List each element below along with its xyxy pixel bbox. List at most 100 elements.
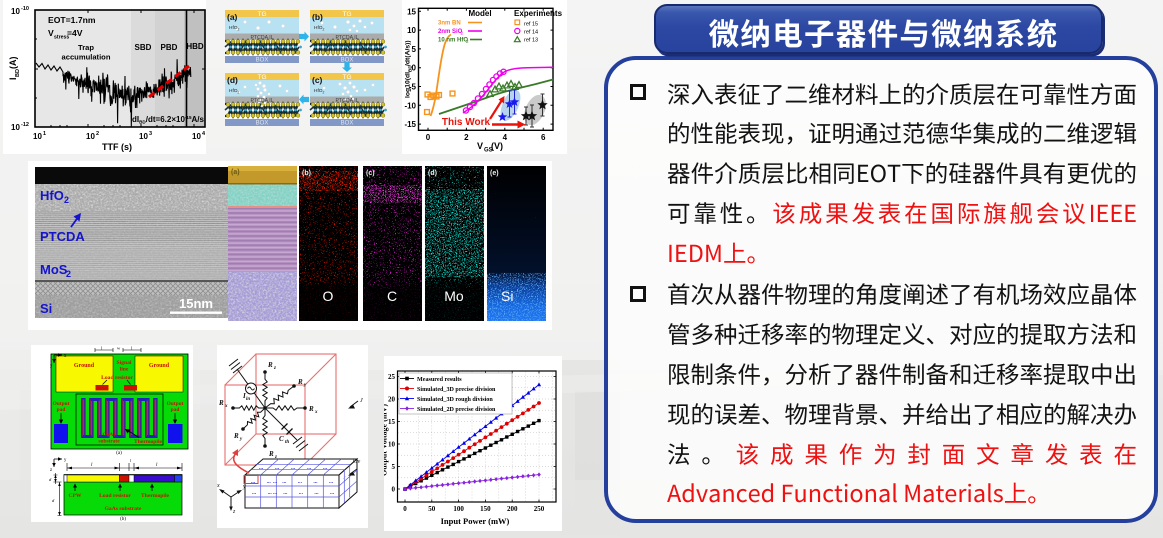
svg-text:(a): (a) [231,169,240,176]
svg-text:(b): (b) [302,170,311,177]
svg-text:stress: stress [54,35,69,41]
svg-text:TTF (s): TTF (s) [102,142,132,152]
svg-text:Output Voltage (mV): Output Voltage (mV) [384,404,389,476]
svg-text:...: ... [267,478,272,485]
svg-text:Thermopile: Thermopile [141,493,169,499]
svg-text:z: z [273,366,276,371]
svg-text:accumulation: accumulation [62,53,111,62]
svg-text:th: th [285,440,289,445]
svg-text:...: ... [313,478,318,485]
svg-text:PBD: PBD [161,43,178,52]
svg-text:R: R [218,399,224,407]
svg-text:Output: Output [53,401,70,407]
svg-text:...: ... [323,464,328,471]
svg-text:10: 10 [192,132,201,141]
svg-text:...: ... [298,478,303,485]
svg-text:pad: pad [57,407,66,413]
svg-text:3: 3 [149,131,152,137]
svg-text:(b): (b) [312,12,323,22]
svg-text:...: ... [299,489,304,496]
svg-text:C: C [387,288,397,304]
svg-text:2: 2 [461,31,464,36]
svg-text:V: V [477,141,483,151]
svg-text:...: ... [330,489,335,496]
svg-text:d: d [49,477,52,482]
svg-text:MoS: MoS [40,262,68,277]
svg-text:50: 50 [428,505,436,513]
svg-text:z: z [274,455,277,460]
svg-text:/dt(A/s)): /dt(A/s)) [405,40,412,66]
svg-text:Ground: Ground [149,363,170,369]
svg-text:2: 2 [66,269,71,279]
svg-text:Experiments: Experiments [514,9,563,18]
svg-text:20: 20 [388,396,396,404]
svg-text:Load resistor: Load resistor [101,375,133,381]
svg-text:Ov: Ov [353,459,360,465]
svg-text:...: ... [314,489,319,496]
svg-text:(c): (c) [366,170,375,177]
svg-text:BOX: BOX [256,58,269,64]
svg-text:25: 25 [388,373,396,381]
svg-text:10: 10 [407,26,416,35]
svg-text:z: z [50,468,52,473]
svg-text:-5: -5 [409,83,417,92]
svg-text:J: J [360,398,363,404]
svg-text:Si: Si [40,301,52,316]
svg-text:(b): (b) [120,517,126,522]
svg-text:I: I [8,77,18,80]
svg-text:(V): (V) [491,141,503,151]
svg-text:10: 10 [86,132,95,141]
svg-text:4: 4 [503,133,508,142]
svg-text:...: ... [273,489,278,496]
svg-text:C: C [279,435,284,443]
svg-text:5: 5 [392,463,396,471]
svg-text:Model: Model [468,9,491,18]
svg-text:HfO: HfO [314,88,323,94]
svg-text:y: y [50,364,53,369]
svg-text:x: x [64,354,67,359]
svg-text:Simulated_3D precise division: Simulated_3D precise division [417,387,496,393]
svg-text:Mo: Mo [444,288,464,304]
svg-text:l: l [101,346,103,351]
svg-text:10 nm HfO: 10 nm HfO [438,38,468,44]
svg-text:in: in [246,397,250,402]
svg-text:...: ... [251,478,256,485]
svg-text:GaAs: GaAs [103,432,116,438]
svg-text:GaAs substrate: GaAs substrate [105,506,142,512]
svg-text:l: l [131,346,133,351]
svg-text:Ground: Ground [74,363,95,369]
svg-text:TG: TG [342,74,351,81]
svg-text:-10: -10 [21,6,29,12]
svg-text:V: V [48,28,54,38]
svg-text:...: ... [275,464,280,471]
svg-text:TG: TG [257,11,266,18]
svg-text:Input Power (mW): Input Power (mW) [441,516,510,526]
svg-text:z: z [232,509,236,515]
svg-text:=4V: =4V [67,28,83,38]
svg-text:...: ... [291,464,296,471]
svg-text:-10: -10 [404,101,416,110]
svg-text:PTCDA IL: PTCDA IL [250,35,273,41]
svg-text:5: 5 [412,45,417,54]
svg-text:0: 0 [412,64,417,73]
svg-text:d: d [52,498,55,503]
svg-text:Trap: Trap [78,43,94,52]
svg-text:R: R [233,432,239,440]
svg-text:Si: Si [501,288,513,304]
svg-text:GS: GS [484,148,493,154]
svg-text:Signal: Signal [117,360,132,366]
svg-text:(a): (a) [227,12,238,22]
svg-text:y: y [242,484,246,490]
svg-text:2: 2 [96,131,99,137]
svg-text:Measured results: Measured results [417,377,462,383]
svg-text:-15: -15 [404,120,416,129]
svg-text:x: x [224,404,228,409]
svg-text:y: y [303,383,307,388]
svg-text:15: 15 [388,418,396,426]
svg-text:I: I [242,392,246,400]
svg-text:2: 2 [238,91,240,95]
svg-text:3nm BN: 3nm BN [438,21,461,27]
svg-text:ref 14: ref 14 [524,30,538,36]
svg-text:(e): (e) [490,170,499,177]
svg-text:Thermopile: Thermopile [134,439,162,445]
